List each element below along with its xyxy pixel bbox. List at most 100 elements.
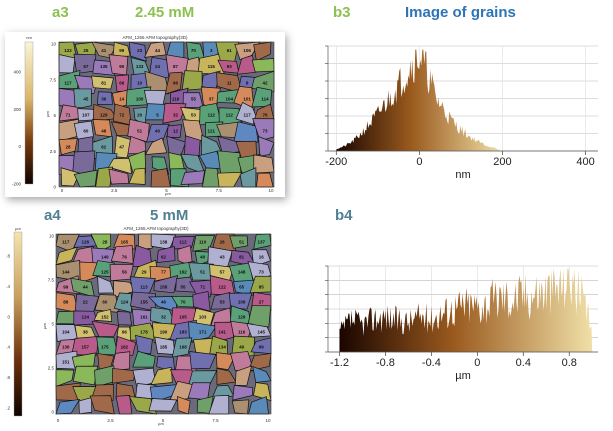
- grain-label: 51: [137, 129, 143, 134]
- grain: [93, 308, 113, 322]
- grain-label: 51: [200, 270, 206, 275]
- grain: [60, 167, 80, 187]
- grain-label: 16: [259, 255, 265, 260]
- grain-label: 71: [200, 285, 206, 290]
- grain-label: 70: [191, 48, 197, 53]
- grain: [148, 398, 178, 412]
- grain-label: 25: [83, 48, 89, 53]
- grain: [217, 150, 242, 175]
- grain-label: 62: [161, 255, 167, 260]
- colorbar-tick-label: -200: [12, 182, 22, 187]
- y-axis-ticks-a4: 10 7.5 5 2.5 0: [48, 234, 55, 415]
- grain-label: 38: [83, 330, 89, 335]
- concentration-label-a3: 2.45 mM: [135, 4, 195, 21]
- grain-label: 112: [208, 113, 216, 118]
- grain-label: 117: [243, 113, 251, 118]
- grain-label: 49: [239, 345, 245, 350]
- grain-label: 101: [243, 96, 251, 101]
- afm-figure-a3: AFM_1265 AFM topography(3D) nm 4002000-2…: [12, 35, 275, 196]
- grain-label: 165: [121, 240, 129, 245]
- grain-label: 87: [173, 64, 179, 69]
- grain-label: 66: [119, 80, 125, 85]
- grain-label: 168: [179, 345, 187, 350]
- grain-label: 41: [101, 48, 107, 53]
- grain-label: 112: [226, 113, 234, 118]
- grain: [55, 398, 81, 415]
- grain: [92, 59, 116, 76]
- grain-label: 157: [82, 345, 90, 350]
- colorbar-ticks-a4: 0.8 0.4 0 -0.4 -0.8 -1.2: [2, 254, 10, 411]
- grain: [156, 246, 176, 263]
- grain: [127, 150, 146, 174]
- grain: [162, 102, 187, 124]
- grain-label: 23: [137, 48, 143, 53]
- panel-label-a3: a3: [52, 4, 69, 21]
- grain: [188, 321, 217, 342]
- grain: [166, 124, 182, 138]
- grain-label: 81: [239, 255, 245, 260]
- grain-label: 125: [101, 270, 109, 275]
- grain-label: 158: [160, 285, 168, 290]
- grain-label: 55: [181, 285, 187, 290]
- x-tick-label: 0.8: [562, 357, 577, 369]
- x-tick-label: 10: [265, 418, 271, 423]
- colorbar-unit-a4: µm: [15, 226, 21, 231]
- grain: [251, 58, 275, 73]
- grain-label: 141: [218, 330, 226, 335]
- grain-label: 136: [62, 345, 70, 350]
- chart-title-b3: Image of grains: [405, 4, 516, 21]
- x-tick-label: 400: [576, 156, 594, 168]
- grain-label: 37: [209, 96, 215, 101]
- panel-label-b4: b4: [335, 207, 353, 224]
- grain-label: 104: [62, 330, 70, 335]
- grain-label: 137: [257, 240, 265, 245]
- grain-label: 53: [220, 300, 226, 305]
- grain-label: 99: [259, 345, 265, 350]
- grain-label: 26: [220, 240, 226, 245]
- grain: [150, 366, 173, 385]
- grain-label: 85: [259, 285, 265, 290]
- grain-label: 151: [62, 360, 70, 365]
- grain-label: 133: [136, 64, 144, 69]
- grain: [71, 336, 100, 356]
- afm-figure-a4: AFM_1265 AFM topography(3D) µm 0.8 0.4 0 -0…: [2, 226, 272, 426]
- concentration-label-a4: 5 mM: [150, 207, 189, 224]
- grain: [108, 158, 132, 175]
- colorbar-tick-label: -1.2: [6, 406, 10, 411]
- grain-label: 106: [243, 48, 251, 53]
- grain-label: 117: [64, 80, 72, 85]
- grain-label: 28: [102, 240, 108, 245]
- grain: [110, 351, 131, 372]
- grain: [91, 75, 114, 90]
- grain-label: 70: [181, 300, 187, 305]
- grain-label: 71: [65, 113, 71, 118]
- grain: [171, 337, 193, 358]
- grain: [58, 54, 76, 74]
- grain: [77, 136, 95, 154]
- histogram-area: [339, 268, 593, 352]
- y-tick-label: 7.5: [48, 278, 55, 283]
- x-tick-label: 7.5: [216, 188, 223, 193]
- grain-label: 12: [173, 129, 179, 134]
- grain-label: 44: [83, 285, 89, 290]
- grain-label: 190: [160, 330, 168, 335]
- colorbar-a4: [13, 231, 23, 417]
- colorbar-tick-label: -0.8: [6, 375, 10, 380]
- grain-label: 110: [199, 240, 207, 245]
- grain-label: 116: [238, 330, 246, 335]
- grain-label: 122: [218, 285, 226, 290]
- grain-label: 178: [140, 330, 148, 335]
- grain: [114, 335, 137, 356]
- grain-label: 135: [100, 64, 108, 69]
- grain-label: 182: [121, 345, 129, 350]
- y-tick-label: 10: [51, 42, 57, 47]
- grain: [112, 368, 136, 384]
- grain-label: 60: [102, 300, 108, 305]
- x-axis-unit-a3: µm: [165, 191, 171, 196]
- grain-label: 100: [136, 96, 144, 101]
- grain-label: 24: [155, 64, 161, 69]
- grain-label: 45: [83, 96, 89, 101]
- grain-label: 77: [161, 270, 167, 275]
- grain: [128, 167, 146, 185]
